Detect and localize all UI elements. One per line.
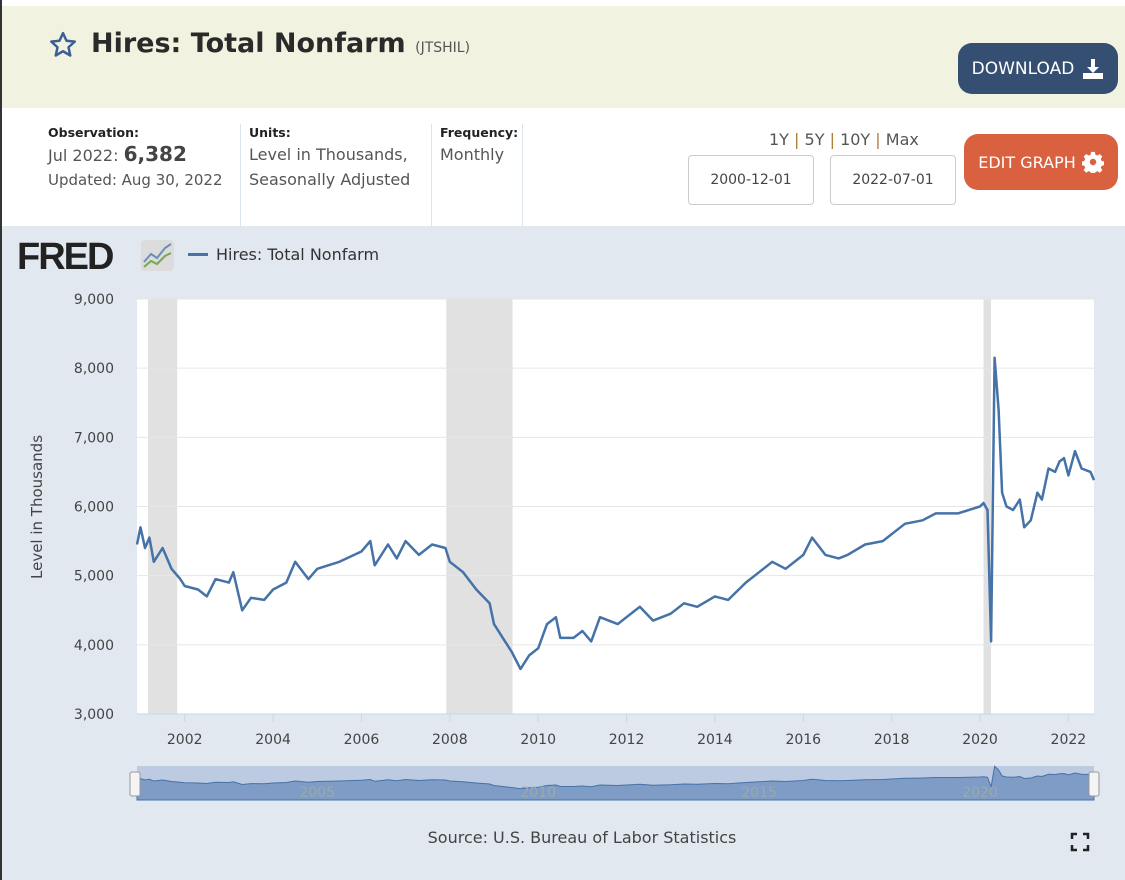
range-5y[interactable]: 5Y (804, 130, 825, 149)
range-10y[interactable]: 10Y (840, 130, 871, 149)
gear-icon (1081, 151, 1104, 173)
divider (522, 124, 523, 226)
range-separator: | (829, 130, 835, 149)
x-tick-label: 2012 (609, 732, 645, 748)
series-header (2, 6, 1125, 108)
line-chart[interactable]: 3,000 4,000 5,000 6,000 7,000 8,000 9,000 2002 2… (2, 280, 1125, 810)
edit-graph-button[interactable]: EDIT GRAPH (964, 134, 1118, 190)
range-1y[interactable]: 1Y (769, 130, 789, 149)
navigator-label: 2015 (741, 785, 777, 801)
observation-value: 6,382 (123, 142, 187, 166)
edit-graph-label: EDIT GRAPH (978, 152, 1076, 172)
series-title: Hires: Total Nonfarm (91, 28, 406, 59)
source-note: Source: U.S. Bureau of Labor Statistics (427, 828, 737, 847)
star-icon[interactable] (48, 30, 78, 60)
navigator-series (136, 765, 1095, 801)
navigator[interactable]: 2005 2010 2015 2020 (129, 765, 1100, 801)
navigator-handle-left[interactable] (129, 771, 141, 797)
units-block: Units: Level in Thousands, Seasonally Ad… (249, 124, 410, 192)
navigator-label: 2020 (962, 785, 998, 801)
chart-legend: Hires: Total Nonfarm (188, 245, 379, 264)
x-tick-label: 2020 (962, 732, 998, 748)
navigator-label: 2005 (299, 785, 335, 801)
range-selector: 1Y | 5Y | 10Y | Max (769, 130, 919, 149)
legend-line-icon (188, 253, 208, 256)
fred-chart-logo-icon (141, 240, 174, 271)
x-tick-label: 2004 (255, 732, 291, 748)
series-id: (JTSHIL) (415, 40, 471, 56)
fred-logo: FRED (17, 236, 114, 278)
divider (431, 124, 432, 226)
x-tick-label: 2014 (697, 732, 733, 748)
x-tick-label: 2022 (1051, 732, 1087, 748)
legend-label: Hires: Total Nonfarm (216, 245, 380, 264)
divider (240, 124, 241, 226)
series-line (135, 356, 1096, 671)
y-tick-label: 7,000 (74, 430, 114, 446)
y-tick-label: 8,000 (74, 361, 114, 377)
updated-date: Updated: Aug 30, 2022 (48, 171, 223, 189)
navigator-label: 2010 (520, 785, 556, 801)
page-title: Hires: Total Nonfarm (JTSHIL) (91, 28, 470, 59)
frequency-value: Monthly (440, 145, 505, 164)
y-tick-label: 3,000 (74, 707, 114, 723)
fullscreen-icon[interactable] (1070, 832, 1090, 852)
download-label: DOWNLOAD (971, 58, 1075, 79)
x-tick-label: 2002 (167, 732, 203, 748)
observation-date: Jul 2022: (48, 146, 119, 165)
frequency-block: Frequency: Monthly (440, 124, 518, 167)
observation-label: Observation: (48, 125, 139, 140)
x-tick-label: 2006 (344, 732, 380, 748)
y-tick-label: 5,000 (74, 569, 114, 585)
x-tick-label: 2018 (874, 732, 910, 748)
range-separator: | (875, 130, 881, 149)
range-max[interactable]: Max (885, 130, 919, 149)
end-date-input[interactable]: 2022-07-01 (830, 155, 956, 205)
start-date-input[interactable]: 2000-12-01 (688, 155, 814, 205)
x-tick-label: 2010 (520, 732, 556, 748)
observation-block: Observation: Jul 2022: 6,382 Updated: Au… (48, 124, 223, 193)
download-icon (1083, 58, 1104, 79)
frequency-label: Frequency: (440, 125, 519, 140)
y-axis-label: Level in Thousands (28, 435, 46, 579)
y-tick-label: 9,000 (74, 292, 114, 308)
units-label: Units: (249, 125, 291, 140)
range-separator: | (794, 130, 800, 149)
x-tick-label: 2016 (785, 732, 821, 748)
navigator-handle-right[interactable] (1088, 771, 1100, 797)
units-value-1: Level in Thousands, (249, 145, 408, 164)
x-tick-label: 2008 (432, 732, 468, 748)
units-value-2: Seasonally Adjusted (249, 170, 411, 189)
y-tick-label: 6,000 (74, 500, 114, 516)
y-tick-label: 4,000 (74, 638, 114, 654)
download-button[interactable]: DOWNLOAD (958, 43, 1118, 94)
